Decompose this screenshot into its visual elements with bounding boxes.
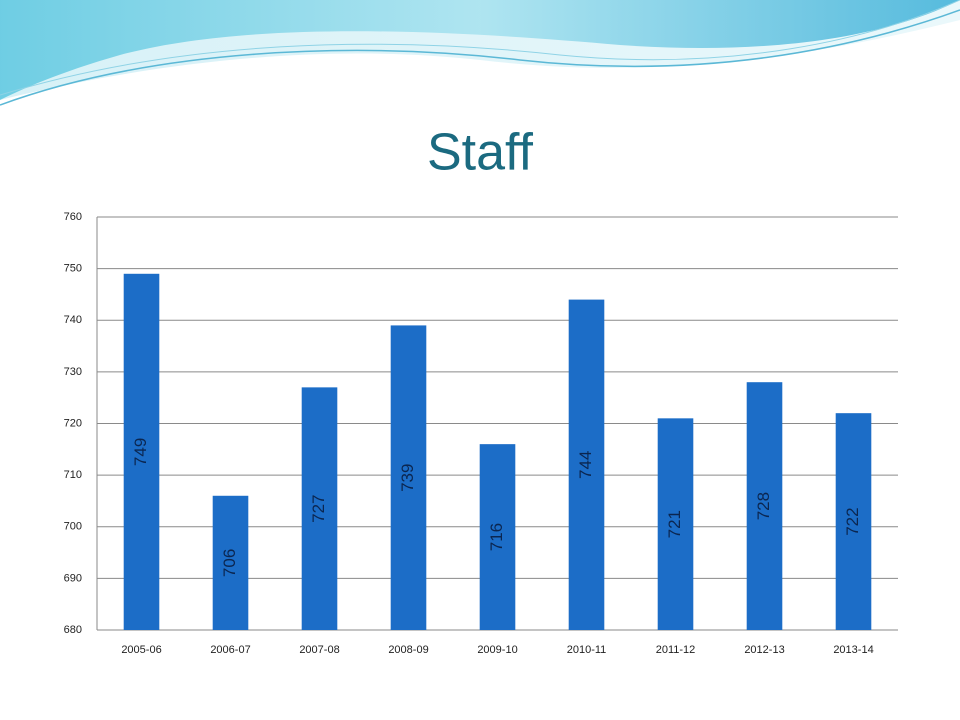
- x-tick-label: 2008-09: [388, 644, 428, 656]
- value-label: 727: [309, 494, 328, 522]
- y-tick-label: 720: [64, 417, 82, 429]
- bar: [212, 495, 249, 630]
- y-tick-label: 750: [64, 263, 82, 275]
- bar: [835, 413, 872, 630]
- y-tick-label: 680: [64, 624, 82, 636]
- y-tick-label: 730: [64, 366, 82, 378]
- x-tick-label: 2009-10: [477, 644, 517, 656]
- bar: [390, 325, 427, 630]
- value-label: 739: [398, 464, 417, 492]
- value-label: 706: [220, 549, 239, 577]
- bar: [568, 299, 605, 630]
- value-label: 722: [843, 507, 862, 535]
- x-tick-label: 2006-07: [210, 644, 250, 656]
- x-tick-label: 2010-11: [567, 644, 607, 656]
- x-tick-label: 2013-14: [833, 644, 873, 656]
- plot-area: 680 690 700 710 720 730 740 750 760 2005-06 749 200…: [64, 211, 898, 656]
- header-decoration: [0, 0, 960, 106]
- bar: [746, 382, 783, 630]
- y-tick-label: 740: [64, 314, 82, 326]
- bar: [479, 444, 516, 630]
- bar: [301, 387, 338, 630]
- value-label: 749: [131, 438, 150, 466]
- x-tick-label: 2005-06: [121, 644, 161, 656]
- bar: [123, 273, 160, 630]
- x-tick-label: 2007-08: [299, 644, 339, 656]
- value-label: 721: [665, 510, 684, 538]
- value-label: 744: [576, 451, 595, 479]
- y-tick-label: 710: [64, 469, 82, 481]
- value-label: 728: [754, 492, 773, 520]
- chart-title: Staff: [427, 124, 534, 182]
- value-label: 716: [487, 523, 506, 551]
- bar: [657, 418, 694, 630]
- y-tick-label: 690: [64, 572, 82, 584]
- y-tick-label: 760: [64, 211, 82, 223]
- x-tick-label: 2012-13: [744, 644, 784, 656]
- y-tick-label: 700: [64, 521, 82, 533]
- x-tick-label: 2011-12: [656, 644, 696, 656]
